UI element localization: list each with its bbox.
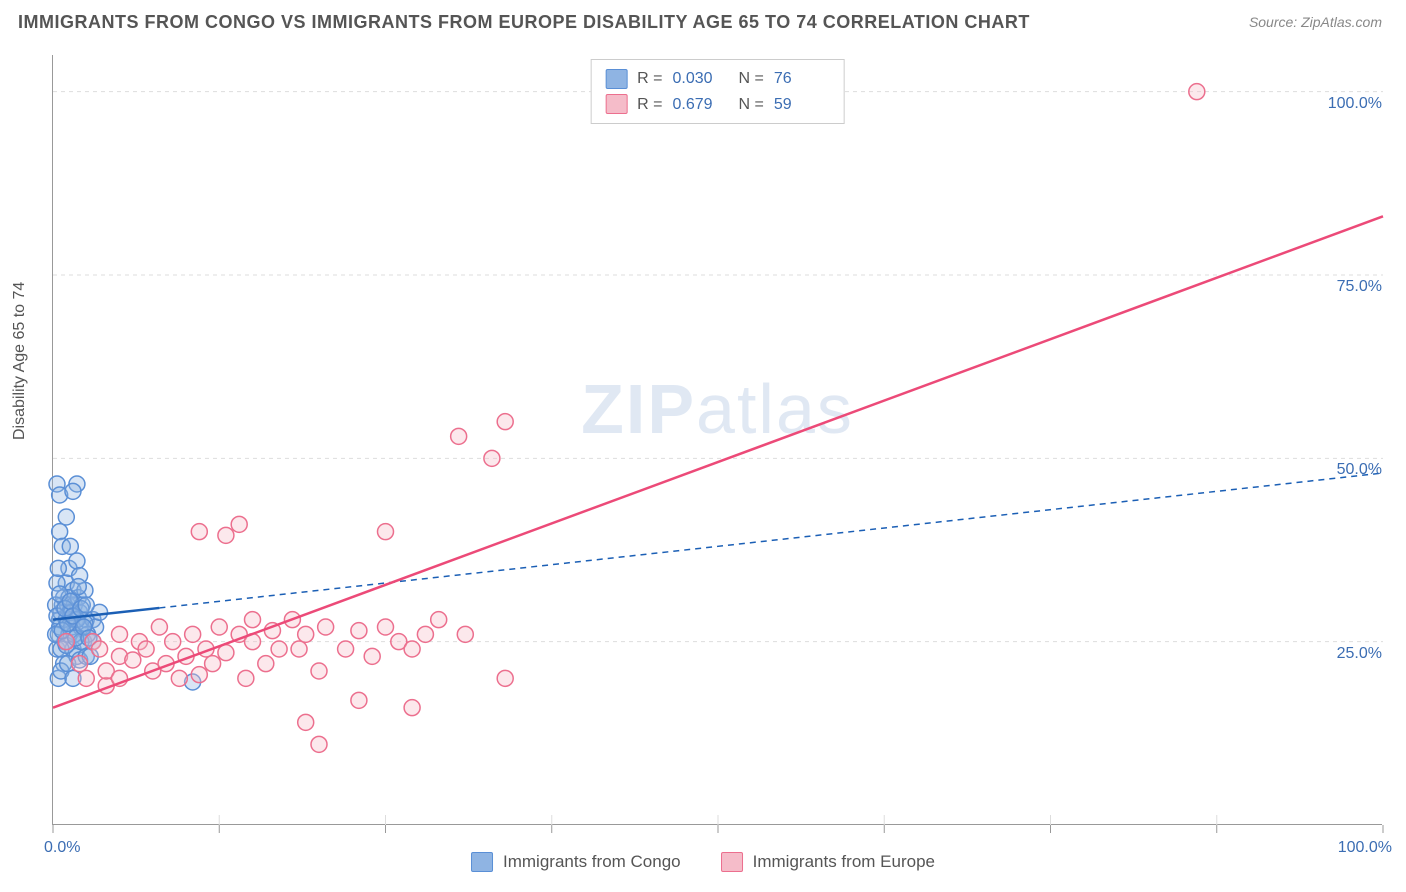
data-point [138,641,154,657]
data-point [378,619,394,635]
data-point [1189,84,1205,100]
source-attribution: Source: ZipAtlas.com [1249,14,1382,30]
data-point [484,450,500,466]
n-value: 59 [774,92,830,118]
legend-label: Immigrants from Europe [753,852,935,872]
data-point [50,560,66,576]
data-point [311,663,327,679]
data-point [112,626,128,642]
data-point [78,670,94,686]
data-point [271,641,287,657]
data-point [298,714,314,730]
data-point [191,667,207,683]
regression-line [53,216,1383,707]
bottom-legend-item: Immigrants from Europe [721,852,935,872]
data-point [70,579,86,595]
r-value: 0.679 [673,92,729,118]
r-label: R = [637,92,662,118]
data-point [65,483,81,499]
r-label: R = [637,66,662,92]
n-value: 76 [774,66,830,92]
data-point [211,619,227,635]
r-value: 0.030 [673,66,729,92]
data-point [318,619,334,635]
x-tick-label: 100.0% [1322,839,1392,857]
data-point [231,516,247,532]
y-tick-label: 50.0% [1312,461,1382,479]
data-point [185,626,201,642]
data-point [291,641,307,657]
data-point [258,656,274,672]
data-point [58,634,74,650]
data-point [125,652,141,668]
legend-swatch [605,94,627,114]
bottom-legend: Immigrants from Congo Immigrants from Eur… [471,852,935,872]
data-point [165,634,181,650]
data-point [497,414,513,430]
data-point [62,538,78,554]
n-label: N = [739,66,764,92]
y-axis-title: Disability Age 65 to 74 [11,282,29,440]
data-point [338,641,354,657]
stat-legend-row: R = 0.679 N = 59 [605,92,830,118]
data-point [52,524,68,540]
data-point [351,623,367,639]
stat-legend: R = 0.030 N = 76 R = 0.679 N = 59 [590,59,845,124]
data-point [72,656,88,672]
y-tick-label: 100.0% [1312,95,1382,113]
data-point [404,641,420,657]
data-point [364,648,380,664]
plot-svg [53,55,1382,824]
data-point [238,670,254,686]
data-point [171,670,187,686]
n-label: N = [739,92,764,118]
x-tick-label: 0.0% [44,839,80,857]
plot-area: ZIPatlas R =0.030N =76R =0.679N =59 [52,55,1382,825]
data-point [457,626,473,642]
data-point [351,692,367,708]
data-point [58,509,74,525]
data-point [78,597,94,613]
data-point [451,428,467,444]
data-point [417,626,433,642]
chart-container: IMMIGRANTS FROM CONGO VS IMMIGRANTS FROM… [0,0,1406,892]
data-point [205,656,221,672]
legend-swatch [721,852,743,872]
data-point [298,626,314,642]
data-point [497,670,513,686]
data-point [378,524,394,540]
chart-title: IMMIGRANTS FROM CONGO VS IMMIGRANTS FROM… [18,12,1030,33]
data-point [404,700,420,716]
data-point [431,612,447,628]
data-point [151,619,167,635]
data-point [218,527,234,543]
data-point [92,641,108,657]
y-tick-label: 25.0% [1312,645,1382,663]
data-point [69,553,85,569]
stat-legend-row: R = 0.030 N = 76 [605,66,830,92]
legend-label: Immigrants from Congo [503,852,681,872]
bottom-legend-item: Immigrants from Congo [471,852,681,872]
legend-swatch [471,852,493,872]
regression-line-dashed [159,473,1383,608]
legend-swatch [605,69,627,89]
y-tick-label: 75.0% [1312,278,1382,296]
data-point [191,524,207,540]
data-point [311,736,327,752]
data-point [245,612,261,628]
